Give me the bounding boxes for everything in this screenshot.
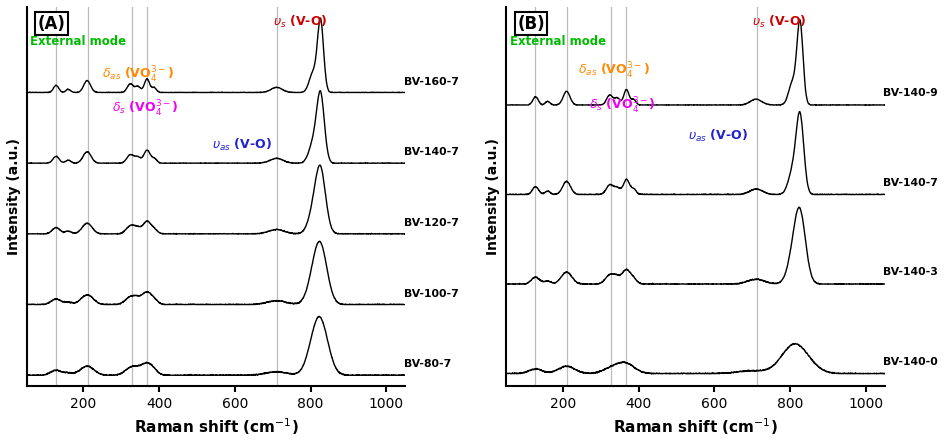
X-axis label: Raman shift (cm$^{-1}$): Raman shift (cm$^{-1}$) <box>133 416 298 437</box>
Text: BV-140-0: BV-140-0 <box>882 357 936 367</box>
Text: BV-140-7: BV-140-7 <box>403 147 458 157</box>
Text: $\delta_s$ (VO$_4^{3-}$): $\delta_s$ (VO$_4^{3-}$) <box>588 95 654 115</box>
Text: $\upsilon_{as}$ (V-O): $\upsilon_{as}$ (V-O) <box>687 128 747 144</box>
Text: $\delta_s$ (VO$_4^{3-}$): $\delta_s$ (VO$_4^{3-}$) <box>111 99 178 119</box>
Text: BV-100-7: BV-100-7 <box>403 289 458 299</box>
Text: BV-140-7: BV-140-7 <box>882 178 936 188</box>
Text: $\upsilon_s$ (V-O): $\upsilon_s$ (V-O) <box>751 14 806 30</box>
Text: $\delta_{as}$ (VO$_4^{3-}$): $\delta_{as}$ (VO$_4^{3-}$) <box>578 61 649 82</box>
Text: (A): (A) <box>38 15 66 32</box>
Text: $\delta_{as}$ (VO$_4^{3-}$): $\delta_{as}$ (VO$_4^{3-}$) <box>101 65 173 85</box>
Text: External mode: External mode <box>30 35 126 48</box>
Y-axis label: Intensity (a.u.): Intensity (a.u.) <box>7 138 21 255</box>
Text: $\upsilon_{as}$ (V-O): $\upsilon_{as}$ (V-O) <box>212 137 272 154</box>
Text: (B): (B) <box>516 15 545 32</box>
Text: External mode: External mode <box>509 35 605 48</box>
Y-axis label: Intensity (a.u.): Intensity (a.u.) <box>486 138 500 255</box>
Text: $\upsilon_s$ (V-O): $\upsilon_s$ (V-O) <box>273 14 327 30</box>
X-axis label: Raman shift (cm$^{-1}$): Raman shift (cm$^{-1}$) <box>613 416 777 437</box>
Text: BV-140-9: BV-140-9 <box>882 88 936 98</box>
Text: BV-120-7: BV-120-7 <box>403 218 458 228</box>
Text: BV-160-7: BV-160-7 <box>403 76 458 87</box>
Text: BV-140-3: BV-140-3 <box>882 267 936 277</box>
Text: BV-80-7: BV-80-7 <box>403 359 450 369</box>
